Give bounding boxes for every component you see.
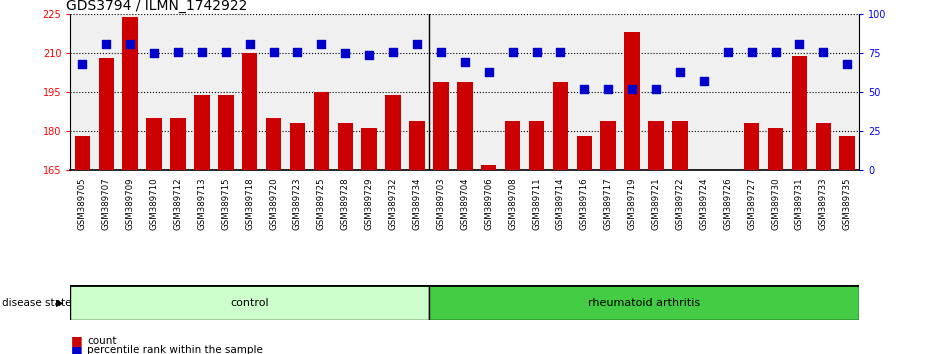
Text: rheumatoid arthritis: rheumatoid arthritis xyxy=(588,298,700,308)
Point xyxy=(123,41,138,47)
Bar xyxy=(242,53,257,170)
Bar xyxy=(409,121,424,170)
Bar xyxy=(648,121,664,170)
Point xyxy=(720,49,735,55)
Bar xyxy=(433,82,449,170)
Bar xyxy=(266,118,282,170)
Text: ▶: ▶ xyxy=(56,298,64,308)
Point xyxy=(624,86,639,92)
Bar xyxy=(744,123,760,170)
Bar xyxy=(429,285,859,320)
Bar xyxy=(218,95,234,170)
Bar xyxy=(290,123,305,170)
Bar xyxy=(74,136,90,170)
Bar xyxy=(70,285,429,320)
Bar xyxy=(170,118,186,170)
Bar xyxy=(839,136,855,170)
Bar xyxy=(337,123,353,170)
Bar xyxy=(385,95,401,170)
Bar xyxy=(768,129,783,170)
Point xyxy=(290,49,305,55)
Text: control: control xyxy=(230,298,269,308)
Bar xyxy=(529,121,545,170)
Point xyxy=(75,61,90,67)
Point xyxy=(744,49,759,55)
Point xyxy=(218,49,233,55)
Bar xyxy=(194,95,209,170)
Point xyxy=(649,86,664,92)
Text: ■: ■ xyxy=(71,334,84,347)
Bar xyxy=(792,56,808,170)
Point xyxy=(386,49,401,55)
Text: ■: ■ xyxy=(71,344,84,354)
Point xyxy=(529,49,544,55)
Bar xyxy=(553,82,568,170)
Point xyxy=(697,78,712,84)
Point xyxy=(672,69,687,75)
Point xyxy=(434,49,449,55)
Text: percentile rank within the sample: percentile rank within the sample xyxy=(87,346,263,354)
Bar xyxy=(505,121,520,170)
Point xyxy=(146,50,162,56)
Point xyxy=(816,49,831,55)
Bar xyxy=(600,121,616,170)
Point xyxy=(314,41,329,47)
Point xyxy=(768,49,783,55)
Point xyxy=(409,41,424,47)
Bar xyxy=(362,129,377,170)
Point xyxy=(481,69,496,75)
Bar xyxy=(672,121,687,170)
Bar xyxy=(624,32,639,170)
Point xyxy=(505,49,520,55)
Bar xyxy=(314,92,330,170)
Point xyxy=(99,41,114,47)
Point xyxy=(338,50,353,56)
Point xyxy=(194,49,209,55)
Point xyxy=(266,49,281,55)
Text: count: count xyxy=(87,336,116,346)
Bar xyxy=(122,17,138,170)
Point xyxy=(242,41,257,47)
Point xyxy=(839,61,854,67)
Point xyxy=(362,52,377,57)
Point xyxy=(171,49,186,55)
Bar xyxy=(99,58,114,170)
Bar xyxy=(457,82,472,170)
Point xyxy=(792,41,807,47)
Text: disease state: disease state xyxy=(2,298,71,308)
Point xyxy=(553,49,568,55)
Point xyxy=(457,59,472,65)
Bar xyxy=(816,123,831,170)
Point xyxy=(577,86,592,92)
Bar xyxy=(481,165,497,170)
Text: GDS3794 / ILMN_1742922: GDS3794 / ILMN_1742922 xyxy=(67,0,248,13)
Bar xyxy=(146,118,162,170)
Point xyxy=(601,86,616,92)
Bar xyxy=(577,136,593,170)
